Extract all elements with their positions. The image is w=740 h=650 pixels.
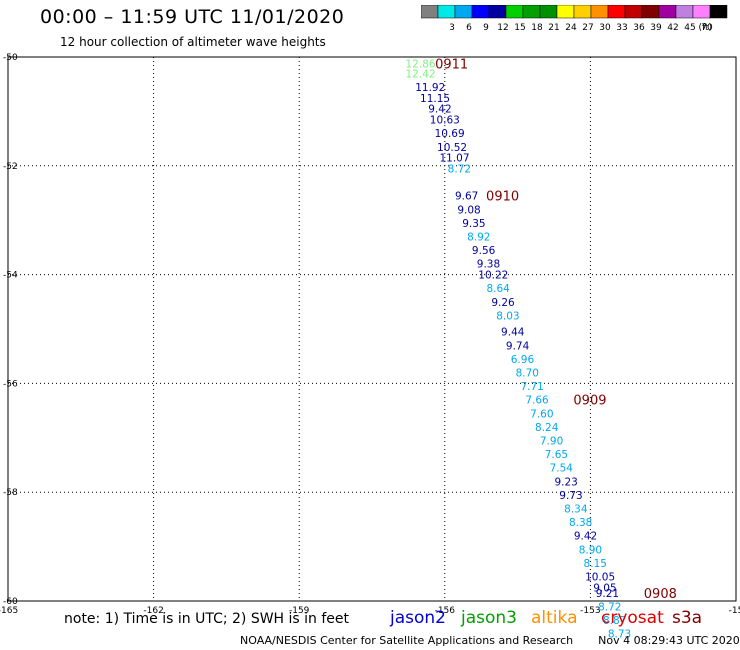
wave-height-point: 8.73 — [608, 629, 631, 641]
wave-height-point: 8.72 — [448, 164, 471, 176]
units-note: note: 1) Time is in UTC; 2) SWH is in fe… — [64, 611, 350, 627]
wave-height-point: 8.72 — [598, 601, 621, 613]
scale-label: 3 — [449, 23, 455, 33]
color-scale-legend: 3 6 9 12 15 18 21 24 27 30 33 36 39 42 45 70(ft) — [421, 5, 728, 33]
wave-height-point: 7.90 — [540, 436, 563, 448]
wave-height-point: 11.92 — [415, 82, 445, 94]
wave-height-point: 9.42 — [574, 531, 597, 543]
footer-timestamp: Nov 4 08:29:43 UTC 2020 — [598, 634, 740, 647]
scale-swatch — [709, 5, 728, 19]
y-tick-label: -50 — [3, 53, 18, 63]
wave-height-point: 8.24 — [535, 422, 559, 434]
wave-height-point: 10.52 — [437, 142, 467, 154]
satellite-altika: altika — [531, 608, 578, 628]
wave-height-point: 7.66 — [525, 395, 549, 407]
wave-height-point: 9.23 — [554, 476, 577, 488]
y-tick-label: -54 — [3, 271, 18, 281]
wave-height-point: 10.22 — [478, 270, 508, 282]
satellite-jason2: jason2 — [390, 608, 446, 628]
wave-height-point: 9.44 — [501, 327, 525, 339]
scale-label: 12 — [497, 23, 508, 33]
wave-height-point: 8.90 — [579, 544, 602, 556]
footer-org: NOAA/NESDIS Center for Satellite Applica… — [240, 634, 574, 647]
wave-height-point: 9.05 — [593, 582, 616, 594]
wave-height-point: 9.38 — [477, 259, 500, 271]
scale-label: 18 — [531, 23, 543, 33]
wave-height-point: 11.15 — [420, 93, 450, 105]
wave-height-point: 11.07 — [439, 153, 469, 165]
scale-label: 27 — [582, 23, 593, 33]
x-tick-label: -162 — [143, 606, 163, 616]
scale-label: 39 — [650, 23, 662, 33]
wave-height-point: 6.96 — [511, 354, 535, 366]
wave-height-point: 9.08 — [457, 204, 480, 216]
wave-height-point: 8.15 — [584, 558, 607, 570]
wave-height-point: 9.56 — [472, 245, 496, 257]
wave-height-point: 9.67 — [455, 191, 478, 203]
wave-height-point: 9.26 — [491, 297, 515, 309]
scale-label: 45 — [684, 23, 695, 33]
scale-label: 21 — [548, 23, 559, 33]
scale-unit: (ft) — [698, 23, 712, 33]
wave-height-point: 9.21 — [596, 588, 619, 600]
y-tick-label: -60 — [3, 597, 18, 607]
satellite-cryosat: cryosat — [601, 608, 664, 628]
wave-height-point: 7.60 — [530, 408, 553, 420]
pass-time-label: 0909 — [573, 394, 606, 409]
pass-time-label: 0910 — [486, 190, 519, 205]
x-tick-label: -153 — [580, 606, 600, 616]
wave-height-point: 7.65 — [545, 449, 568, 461]
scale-label: 6 — [466, 23, 472, 33]
wave-height-point: 9.73 — [559, 490, 582, 502]
wave-height-point: 8.34 — [564, 504, 588, 516]
wave-height-point: 8.64 — [486, 283, 510, 295]
plot-frame — [7, 56, 737, 602]
y-tick-label: -58 — [3, 488, 18, 498]
wave-height-point: 7.71 — [520, 381, 543, 393]
wave-height-point: 12.86 — [406, 59, 436, 71]
footer: NOAA/NESDIS Center for Satellite Applica… — [240, 634, 740, 647]
wave-height-point: 10.05 — [585, 572, 615, 584]
pass-time-label: 0908 — [644, 587, 677, 602]
satellite-s3a: s3a — [672, 608, 703, 628]
scale-label: 30 — [599, 23, 611, 33]
x-tick-label: -165 — [0, 606, 18, 616]
wave-height-point: 8.92 — [467, 232, 490, 244]
wave-height-point: 10.69 — [435, 128, 465, 140]
wave-height-point: 8.87 — [603, 615, 626, 627]
wave-height-point: 9.74 — [506, 340, 530, 352]
satellite-jason3: jason3 — [461, 608, 517, 628]
scale-label: 9 — [483, 23, 489, 33]
x-tick-label: -15 — [729, 606, 740, 616]
wave-height-point: 8.38 — [569, 517, 592, 529]
wave-height-point: 7.54 — [550, 463, 574, 475]
pass-time-label: 0911 — [435, 58, 468, 73]
x-tick-label: -159 — [289, 606, 310, 616]
wave-height-point: 8.03 — [496, 310, 519, 322]
scale-label: 70 — [701, 23, 713, 33]
scale-label: 33 — [616, 23, 627, 33]
scale-label: 15 — [514, 23, 525, 33]
wave-height-point: 10.63 — [430, 115, 460, 127]
chart-title: 00:00 – 11:59 UTC 11/01/2020 — [40, 6, 345, 28]
wave-height-point: 9.35 — [462, 218, 485, 230]
scale-label: 42 — [667, 23, 678, 33]
wave-height-point: 9.42 — [428, 104, 451, 116]
y-tick-label: -52 — [3, 162, 18, 172]
wave-height-point: 12.42 — [406, 68, 436, 80]
wave-height-point: 8.70 — [516, 368, 539, 380]
x-tick-label: -156 — [435, 606, 456, 616]
y-tick-label: -56 — [3, 379, 18, 389]
scale-label: 24 — [565, 23, 577, 33]
scale-label: 36 — [633, 23, 645, 33]
chart-subtitle: 12 hour collection of altimeter wave hei… — [60, 35, 326, 49]
